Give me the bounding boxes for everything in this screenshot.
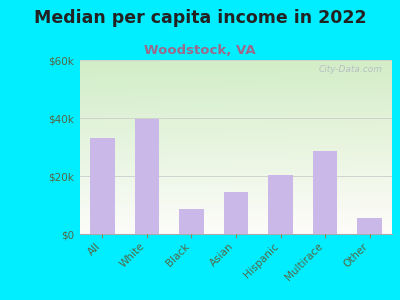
Text: Woodstock, VA: Woodstock, VA xyxy=(144,44,256,56)
Bar xyxy=(268,175,293,234)
Bar xyxy=(134,119,159,234)
Text: Median per capita income in 2022: Median per capita income in 2022 xyxy=(34,9,366,27)
Bar xyxy=(179,209,204,234)
Bar xyxy=(313,152,337,234)
Text: City-Data.com: City-Data.com xyxy=(319,65,383,74)
Bar xyxy=(224,192,248,234)
Bar xyxy=(358,218,382,234)
Bar xyxy=(90,138,114,234)
